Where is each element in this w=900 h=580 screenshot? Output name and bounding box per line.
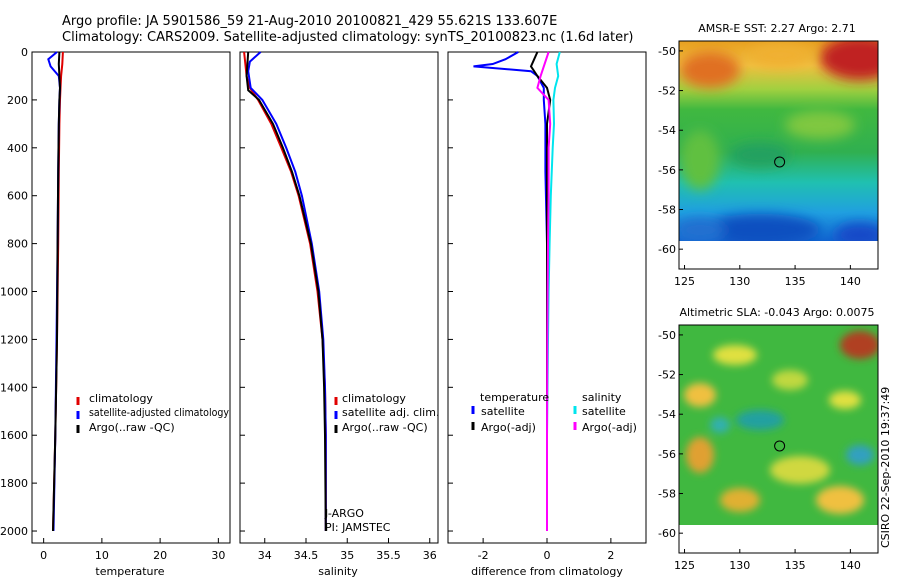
salinity-ticks: 34 34.5 35 35.5 36 xyxy=(240,51,437,562)
map-ytick-label: -58 xyxy=(658,204,676,217)
ytick-label: 600 xyxy=(7,190,28,203)
depth-ticks: 0 10 20 30 0 200 400 600 800 1000 1200 1400 1600 1800… xyxy=(0,46,225,562)
ytick-label: 200 xyxy=(7,94,28,107)
ytick-label: 1000 xyxy=(0,286,28,299)
map-ytick-label: -56 xyxy=(658,448,676,461)
sst-ticks: 125 130 135 140 -50 -52 -54 -56 -58 -60 xyxy=(658,45,861,288)
legend-label-satellite: satellite-adjusted climatology xyxy=(89,406,229,419)
sla-map-panel: Altimetric SLA: -0.043 Argo: 0.0075 125 1… xyxy=(658,306,879,572)
legend-label-sal-satellite: satellite adj. clim. xyxy=(342,406,439,419)
sla-map-axes xyxy=(678,324,879,554)
map-ytick-label: -60 xyxy=(658,527,676,540)
legend-label-diff-temp-satellite: satellite xyxy=(481,405,525,418)
ytick-label: 1400 xyxy=(0,381,28,394)
ytick-label: 400 xyxy=(7,142,28,155)
title-line1: Argo profile: JA 5901586_59 21-Aug-2010 … xyxy=(62,14,557,29)
legend-label-argo: Argo(..raw -QC) xyxy=(89,421,175,434)
temperature-panel: 0 10 20 30 0 200 400 600 800 1000 1200 1400 1600 1800… xyxy=(0,46,231,578)
sla-argo-marker xyxy=(774,440,786,452)
series-line-argo-raw-qc- xyxy=(52,51,62,532)
legend-label-diff-temp-argo: Argo(-adj) xyxy=(481,421,536,434)
series-line-salinity-satellite xyxy=(546,51,561,531)
legend-label-diff-sal-satellite: satellite xyxy=(582,405,626,418)
temperature-xlabel: temperature xyxy=(95,565,164,578)
map-xtick-label: 130 xyxy=(729,559,750,572)
sst-map-panel: AMSR-E SST: 2.27 Argo: 2.71 125 130 135 140… xyxy=(658,22,879,288)
difference-lines xyxy=(473,51,561,531)
map-ytick-label: -50 xyxy=(658,329,676,342)
salinity-xlabel: salinity xyxy=(318,565,358,578)
difference-panel: -2 0 2 difference from climatology tempera… xyxy=(447,51,647,578)
map-xtick-label: 135 xyxy=(785,559,806,572)
legend-title-salinity: salinity xyxy=(582,391,622,404)
xtick-label: 0 xyxy=(40,549,47,562)
legend-label-diff-sal-argo: Argo(-adj) xyxy=(582,421,637,434)
map-xtick-label: 125 xyxy=(674,559,695,572)
map-ytick-label: -60 xyxy=(658,243,676,256)
temperature-axes xyxy=(31,51,231,544)
map-xtick-label: 130 xyxy=(729,275,750,288)
legend-title-temperature: temperature xyxy=(480,391,549,404)
series-line-salinity-argo-adj- xyxy=(536,51,552,531)
xtick-label: 34 xyxy=(258,549,272,562)
salinity-lines xyxy=(243,51,327,532)
legend-label-sal-climatology: climatology xyxy=(342,392,406,405)
map-xtick-label: 140 xyxy=(840,559,861,572)
annotation-pi: PI: JAMSTEC xyxy=(325,521,391,534)
ytick-label: 1800 xyxy=(0,477,28,490)
ytick-label: 800 xyxy=(7,238,28,251)
map-ytick-label: -50 xyxy=(658,45,676,58)
sst-heatmap xyxy=(679,41,878,243)
series-line-climatology xyxy=(243,51,327,531)
xtick-label: -2 xyxy=(478,549,489,562)
legend-label-climatology: climatology xyxy=(89,392,153,405)
map-ytick-label: -52 xyxy=(658,85,676,98)
map-ytick-label: -54 xyxy=(658,124,676,137)
sst-map-axes xyxy=(678,40,879,270)
map-xtick-label: 125 xyxy=(674,275,695,288)
ytick-label: 0 xyxy=(21,46,28,59)
temperature-legend: climatology satellite-adjusted climatolo… xyxy=(76,392,229,434)
series-line-satellite-adj-clim- xyxy=(247,51,327,531)
xtick-label: 2 xyxy=(607,549,614,562)
difference-legend: temperature satellite Argo(-adj) salinit… xyxy=(471,391,637,434)
series-line-argo-raw-qc- xyxy=(245,51,327,532)
map-ytick-label: -56 xyxy=(658,164,676,177)
sla-map-title: Altimetric SLA: -0.043 Argo: 0.0075 xyxy=(680,306,875,319)
xtick-label: 35.5 xyxy=(376,549,401,562)
map-xtick-label: 140 xyxy=(840,275,861,288)
salinity-legend: climatology satellite adj. clim. Argo(..… xyxy=(334,392,439,434)
map-ytick-label: -54 xyxy=(658,408,676,421)
legend-label-sal-argo: Argo(..raw -QC) xyxy=(342,421,428,434)
xtick-label: 10 xyxy=(95,549,109,562)
sla-heatmap xyxy=(679,325,878,527)
xtick-label: 20 xyxy=(153,549,167,562)
map-ytick-label: -52 xyxy=(658,369,676,382)
sst-map-title: AMSR-E SST: 2.27 Argo: 2.71 xyxy=(698,22,856,35)
series-line-temperature-satellite xyxy=(473,51,548,531)
sst-argo-marker xyxy=(774,156,786,168)
xtick-label: 35 xyxy=(340,549,354,562)
side-timestamp: CSIRO 22-Sep-2010 19:37:49 xyxy=(879,387,892,548)
salinity-axes xyxy=(239,51,439,544)
sla-ticks: 125 130 135 140 -50 -52 -54 -56 -58 -60 xyxy=(658,329,861,572)
annotation-jargo: J-ARGO xyxy=(324,507,364,520)
map-ytick-label: -58 xyxy=(658,488,676,501)
difference-ticks: -2 0 2 xyxy=(448,51,614,562)
salinity-panel: 34 34.5 35 35.5 36 salinity climatology sate… xyxy=(239,51,439,578)
ytick-label: 1600 xyxy=(0,429,28,442)
xtick-label: 0 xyxy=(544,549,551,562)
xtick-label: 34.5 xyxy=(294,549,319,562)
ytick-label: 1200 xyxy=(0,333,28,346)
title-line2: Climatology: CARS2009. Satellite-adjuste… xyxy=(62,30,634,45)
temperature-lines xyxy=(47,51,64,532)
xtick-label: 36 xyxy=(423,549,437,562)
difference-xlabel: difference from climatology xyxy=(471,565,623,578)
xtick-label: 30 xyxy=(211,549,225,562)
map-xtick-label: 135 xyxy=(785,275,806,288)
ytick-label: 2000 xyxy=(0,525,28,538)
